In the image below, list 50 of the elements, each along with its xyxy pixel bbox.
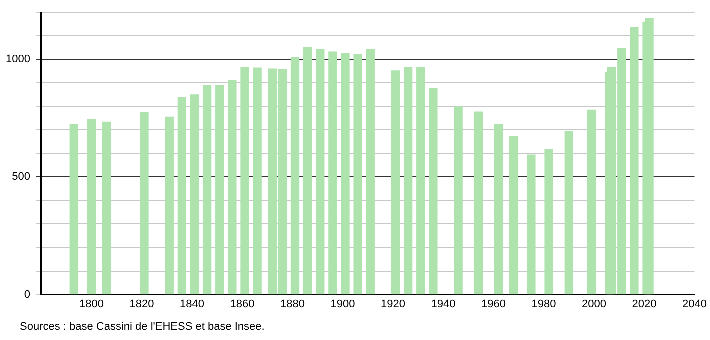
bar bbox=[165, 116, 174, 295]
bar bbox=[216, 85, 224, 295]
bar bbox=[102, 122, 112, 295]
bar bbox=[328, 52, 338, 295]
bar bbox=[240, 67, 250, 295]
bar bbox=[303, 47, 312, 295]
bar bbox=[630, 27, 639, 295]
bar bbox=[290, 56, 300, 295]
bar bbox=[429, 88, 438, 295]
bar bbox=[404, 67, 413, 295]
bar bbox=[366, 49, 375, 295]
bar bbox=[645, 18, 654, 295]
x-tick-label: 1900 bbox=[330, 298, 356, 310]
x-tick-label: 1940 bbox=[431, 298, 456, 310]
x-tick-label: 2040 bbox=[682, 298, 708, 310]
bar bbox=[190, 94, 200, 295]
y-tick-label: 1000 bbox=[6, 54, 30, 66]
x-tick-label: 1980 bbox=[532, 298, 556, 310]
x-tick-label: 1860 bbox=[230, 298, 255, 310]
x-tick-label: 1920 bbox=[381, 298, 406, 310]
bar bbox=[354, 54, 362, 295]
bar bbox=[587, 110, 596, 295]
y-tick-label: 0 bbox=[24, 288, 30, 301]
source-note: Sources : base Cassini de l'EHESS et base Insee. bbox=[20, 321, 265, 334]
bar bbox=[510, 136, 518, 295]
bar bbox=[494, 124, 504, 295]
bar bbox=[527, 154, 536, 295]
bar bbox=[316, 49, 325, 295]
bar bbox=[564, 131, 574, 295]
bar bbox=[454, 106, 463, 295]
x-tick-label: 1960 bbox=[482, 298, 506, 310]
bar bbox=[202, 85, 212, 295]
bar bbox=[178, 97, 187, 295]
bar bbox=[140, 112, 149, 295]
x-tick-label: 1820 bbox=[130, 298, 154, 310]
bar bbox=[544, 149, 554, 295]
bar bbox=[391, 70, 400, 295]
bar bbox=[87, 120, 96, 295]
y-tick-label: 500 bbox=[12, 171, 30, 184]
bar bbox=[416, 68, 426, 295]
bar bbox=[474, 112, 484, 295]
x-tick-label: 1800 bbox=[79, 298, 104, 310]
x-tick-label: 1840 bbox=[180, 298, 204, 310]
bar bbox=[228, 80, 237, 295]
x-tick-label: 2020 bbox=[632, 298, 657, 310]
bar bbox=[341, 53, 350, 295]
bar bbox=[253, 68, 262, 295]
bar bbox=[70, 124, 78, 295]
x-tick-label: 2000 bbox=[582, 298, 606, 310]
x-tick-label: 1880 bbox=[280, 298, 305, 310]
